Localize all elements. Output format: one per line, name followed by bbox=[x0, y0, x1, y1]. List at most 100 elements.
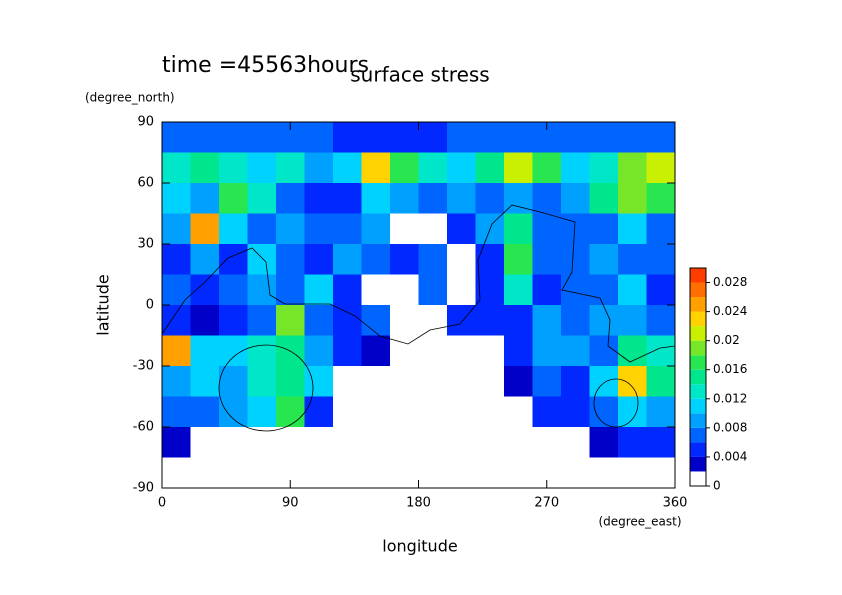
heat-cell bbox=[532, 335, 562, 367]
heatmap bbox=[162, 122, 676, 489]
heat-cell bbox=[162, 396, 191, 428]
heat-cell bbox=[390, 152, 419, 184]
heat-cell bbox=[646, 457, 676, 489]
heat-cell bbox=[618, 335, 647, 367]
heat-cell bbox=[646, 213, 676, 245]
heat-cell bbox=[190, 183, 220, 214]
heat-cell bbox=[532, 366, 562, 397]
colorbar-tick-label: 0.028 bbox=[713, 275, 747, 289]
heat-cell bbox=[390, 244, 419, 275]
heat-cell bbox=[532, 213, 562, 245]
chart-title: surface stress bbox=[350, 63, 489, 87]
heat-cell bbox=[532, 305, 562, 336]
heat-cell bbox=[618, 457, 647, 489]
heat-cell bbox=[390, 366, 419, 397]
heat-cell bbox=[361, 122, 391, 153]
x-tick-label: 90 bbox=[282, 496, 299, 511]
colorbar-tick-label: 0 bbox=[713, 479, 721, 493]
heat-cell bbox=[504, 396, 533, 428]
x-tick-label: 270 bbox=[534, 496, 559, 511]
heat-cell bbox=[447, 274, 476, 306]
heat-cell bbox=[219, 396, 248, 428]
heat-cell bbox=[618, 396, 647, 428]
heat-cell bbox=[219, 427, 248, 458]
heat-cell bbox=[361, 305, 391, 336]
heat-cell bbox=[646, 427, 676, 458]
y-units: (degree_north) bbox=[85, 91, 175, 105]
heat-cell bbox=[589, 274, 619, 306]
heat-cell bbox=[447, 213, 476, 245]
heat-cell bbox=[504, 122, 533, 153]
colorbar-bin bbox=[690, 297, 706, 312]
heat-cell bbox=[532, 274, 562, 306]
y-tick-label: 0 bbox=[146, 298, 154, 313]
heat-cell bbox=[247, 183, 277, 214]
heat-cell bbox=[361, 274, 391, 306]
colorbar-bin bbox=[690, 456, 706, 472]
heat-cell bbox=[447, 244, 476, 275]
heat-cell bbox=[361, 335, 391, 367]
heat-cell bbox=[618, 122, 647, 153]
heat-cell bbox=[333, 366, 362, 397]
heat-cell bbox=[561, 213, 590, 245]
heat-cell bbox=[589, 335, 619, 367]
heat-cell bbox=[390, 305, 419, 336]
colorbar-tick-label: 0.016 bbox=[713, 362, 747, 376]
heat-cell bbox=[361, 183, 391, 214]
x-tick-label: 0 bbox=[158, 496, 166, 511]
coastline bbox=[161, 204, 676, 363]
heat-cell bbox=[475, 427, 505, 458]
heat-cell bbox=[361, 244, 391, 275]
heat-cell bbox=[190, 244, 220, 275]
heat-cell bbox=[447, 427, 476, 458]
heat-cell bbox=[361, 396, 391, 428]
heat-cell bbox=[418, 122, 448, 153]
heat-cell bbox=[390, 274, 419, 306]
heat-cell bbox=[532, 244, 562, 275]
heat-cell bbox=[276, 305, 305, 336]
colorbar-bin bbox=[690, 398, 706, 414]
annotation: time =45563hours bbox=[162, 53, 369, 78]
heat-cell bbox=[219, 183, 248, 214]
heat-cell bbox=[390, 396, 419, 428]
heat-cell bbox=[333, 152, 362, 184]
heat-cell bbox=[333, 244, 362, 275]
heat-cell bbox=[561, 244, 590, 275]
heat-cell bbox=[447, 183, 476, 214]
coastline bbox=[593, 378, 639, 428]
heat-cell bbox=[304, 183, 334, 214]
y-tick-label: -30 bbox=[133, 359, 154, 374]
x-tick-label: 180 bbox=[406, 496, 431, 511]
x-units: (degree_east) bbox=[598, 515, 681, 529]
heat-cell bbox=[561, 427, 590, 458]
heat-cell bbox=[618, 152, 647, 184]
heat-cell bbox=[162, 152, 191, 184]
heat-cell bbox=[532, 396, 562, 428]
heat-cell bbox=[618, 274, 647, 306]
axes: 0 90 180 270 360 -90 -60 -30 0 30 60 90 0 0.004 0.008 0… bbox=[133, 115, 748, 511]
heat-cell bbox=[475, 274, 505, 306]
heat-cell bbox=[532, 427, 562, 458]
heat-cell bbox=[504, 335, 533, 367]
heat-cell bbox=[304, 274, 334, 306]
heat-cell bbox=[618, 427, 647, 458]
heat-cell bbox=[304, 152, 334, 184]
colorbar-bin bbox=[690, 471, 706, 486]
heat-cell bbox=[475, 183, 505, 214]
heat-cell bbox=[475, 122, 505, 153]
heat-cell bbox=[247, 274, 277, 306]
heat-cell bbox=[447, 396, 476, 428]
heat-cell bbox=[304, 427, 334, 458]
heat-cell bbox=[162, 366, 191, 397]
heat-cell bbox=[162, 427, 191, 458]
heat-cell bbox=[190, 274, 220, 306]
heat-cell bbox=[618, 183, 647, 214]
heat-cell bbox=[589, 244, 619, 275]
heat-cell bbox=[247, 335, 277, 367]
heat-cell bbox=[390, 457, 419, 489]
heat-cell bbox=[589, 152, 619, 184]
y-tick-label: -60 bbox=[133, 420, 154, 435]
colorbar-tick-label: 0.02 bbox=[713, 333, 740, 347]
heat-cell bbox=[561, 305, 590, 336]
